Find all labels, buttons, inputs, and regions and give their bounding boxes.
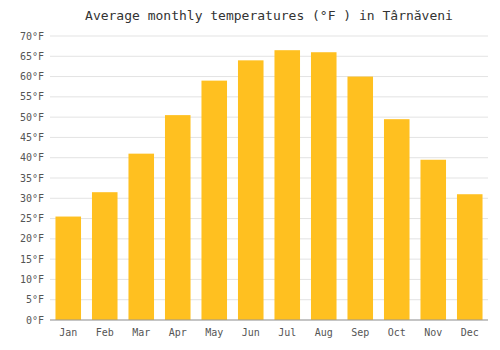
x-tick-label: Nov <box>424 327 442 338</box>
bar <box>311 52 337 320</box>
bar <box>128 154 154 320</box>
x-tick-label: May <box>205 327 223 338</box>
bar <box>347 77 373 320</box>
grid-line <box>50 137 488 138</box>
grid-line <box>50 36 488 37</box>
bar <box>201 81 227 320</box>
y-axis: 0°F 5°F 10°F 15°F 20°F 25°F 30°F 35°F 40°F 45°F 50… <box>20 31 44 326</box>
x-tick-label: Aug <box>315 327 333 338</box>
y-tick-label: 60°F <box>20 71 44 82</box>
x-tick-label: Mar <box>132 327 150 338</box>
grid-line <box>50 117 488 118</box>
y-tick-label: 70°F <box>20 31 44 42</box>
grid-line <box>50 157 488 158</box>
x-tick-label: Oct <box>388 327 406 338</box>
x-tick-label: Feb <box>96 327 114 338</box>
x-tick-label: Jan <box>59 327 77 338</box>
x-tick-label: Jul <box>278 327 296 338</box>
x-tick-label: Dec <box>461 327 479 338</box>
y-tick-label: 0°F <box>26 315 44 326</box>
grid-line <box>50 76 488 77</box>
grid-line <box>50 320 488 321</box>
y-tick-label: 10°F <box>20 274 44 285</box>
y-tick-label: 25°F <box>20 213 44 224</box>
grid-line <box>50 96 488 97</box>
bar <box>457 194 483 320</box>
bar <box>92 192 118 320</box>
bar <box>274 50 300 320</box>
grid-line <box>50 56 488 57</box>
y-tick-label: 30°F <box>20 193 44 204</box>
chart: Average monthly temperatures (°F ) in Tâ… <box>0 0 500 350</box>
y-tick-label: 45°F <box>20 132 44 143</box>
bar <box>238 60 264 320</box>
y-tick-label: 35°F <box>20 173 44 184</box>
bars <box>55 50 482 320</box>
x-tick-label: Jun <box>242 327 260 338</box>
y-tick-label: 5°F <box>26 294 44 305</box>
bar <box>420 160 446 320</box>
bar <box>165 115 191 320</box>
y-tick-label: 20°F <box>20 233 44 244</box>
y-tick-label: 15°F <box>20 254 44 265</box>
x-axis-line <box>50 320 488 321</box>
grid <box>50 36 488 320</box>
x-tick-label: Sep <box>351 327 369 338</box>
y-tick-label: 65°F <box>20 51 44 62</box>
x-axis: Jan Feb Mar Apr May Jun Jul Aug Sep Oct Nov Dec <box>50 320 488 338</box>
title: Average monthly temperatures (°F ) in Tâ… <box>85 8 453 23</box>
bar <box>384 119 410 320</box>
y-tick-label: 50°F <box>20 112 44 123</box>
y-tick-label: 40°F <box>20 152 44 163</box>
x-tick-label: Apr <box>169 327 187 338</box>
bar <box>55 217 81 320</box>
y-tick-label: 55°F <box>20 91 44 102</box>
